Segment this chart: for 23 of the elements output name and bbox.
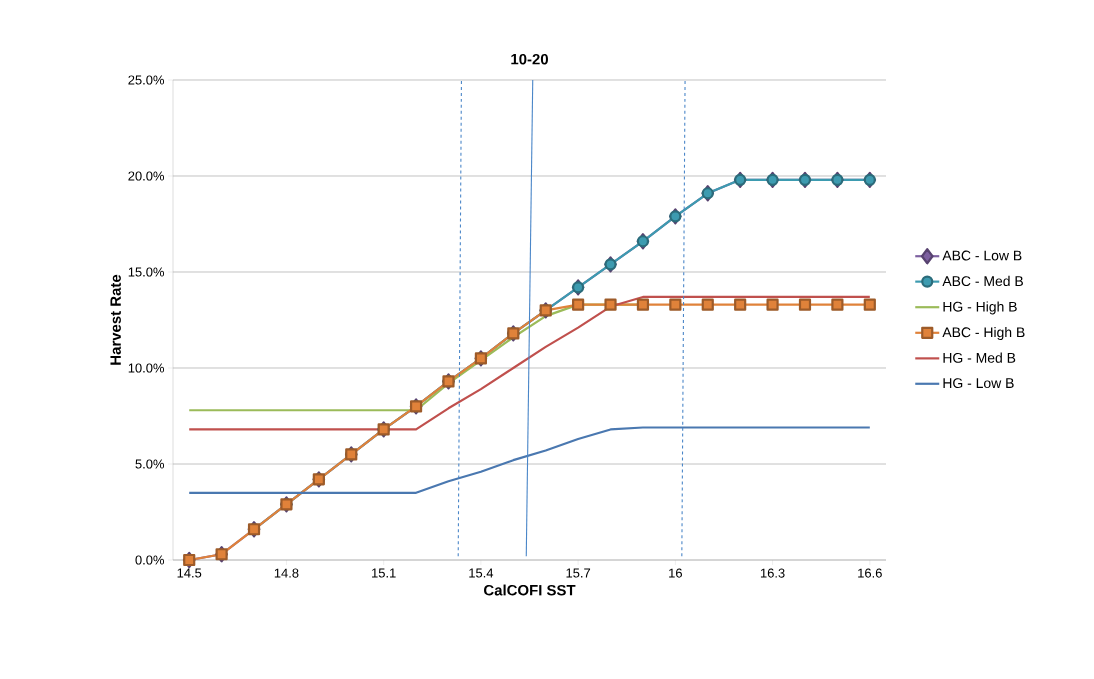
y-axis-title: Harvest Rate — [110, 274, 121, 365]
x-tick-label: 16.6 — [858, 568, 882, 578]
y-tick-label: 0.0% — [135, 555, 165, 565]
x-tick-label: 16 — [669, 568, 682, 578]
legend-label: ABC - Med B — [942, 275, 1023, 287]
x-tick-label: 15.1 — [372, 568, 396, 578]
x-tick-label: 15.7 — [566, 568, 591, 578]
chart-title: 10-20 — [511, 53, 548, 65]
x-tick-label: 14.8 — [274, 568, 299, 578]
legend-label: HG - Low B — [943, 378, 1014, 389]
x-tick-label: 14.5 — [177, 568, 202, 578]
y-tick-label: 10.0% — [128, 363, 165, 373]
y-tick-label: 15.0% — [128, 267, 165, 277]
legend-label: ABC - High B — [942, 326, 1025, 340]
y-tick-label: 5.0% — [135, 459, 165, 469]
x-axis-title: CalCOFI SST — [484, 584, 576, 596]
y-tick-label: 25.0% — [128, 75, 165, 85]
legend-label: ABC - Low B — [942, 250, 1022, 261]
y-tick-label: 20.0% — [128, 171, 165, 181]
legend-label: HG - Med B — [943, 352, 1016, 363]
x-tick-label: 15.4 — [469, 568, 494, 578]
x-tick-label: 16.3 — [760, 568, 785, 578]
legend-label: HG - High B — [943, 301, 1017, 315]
